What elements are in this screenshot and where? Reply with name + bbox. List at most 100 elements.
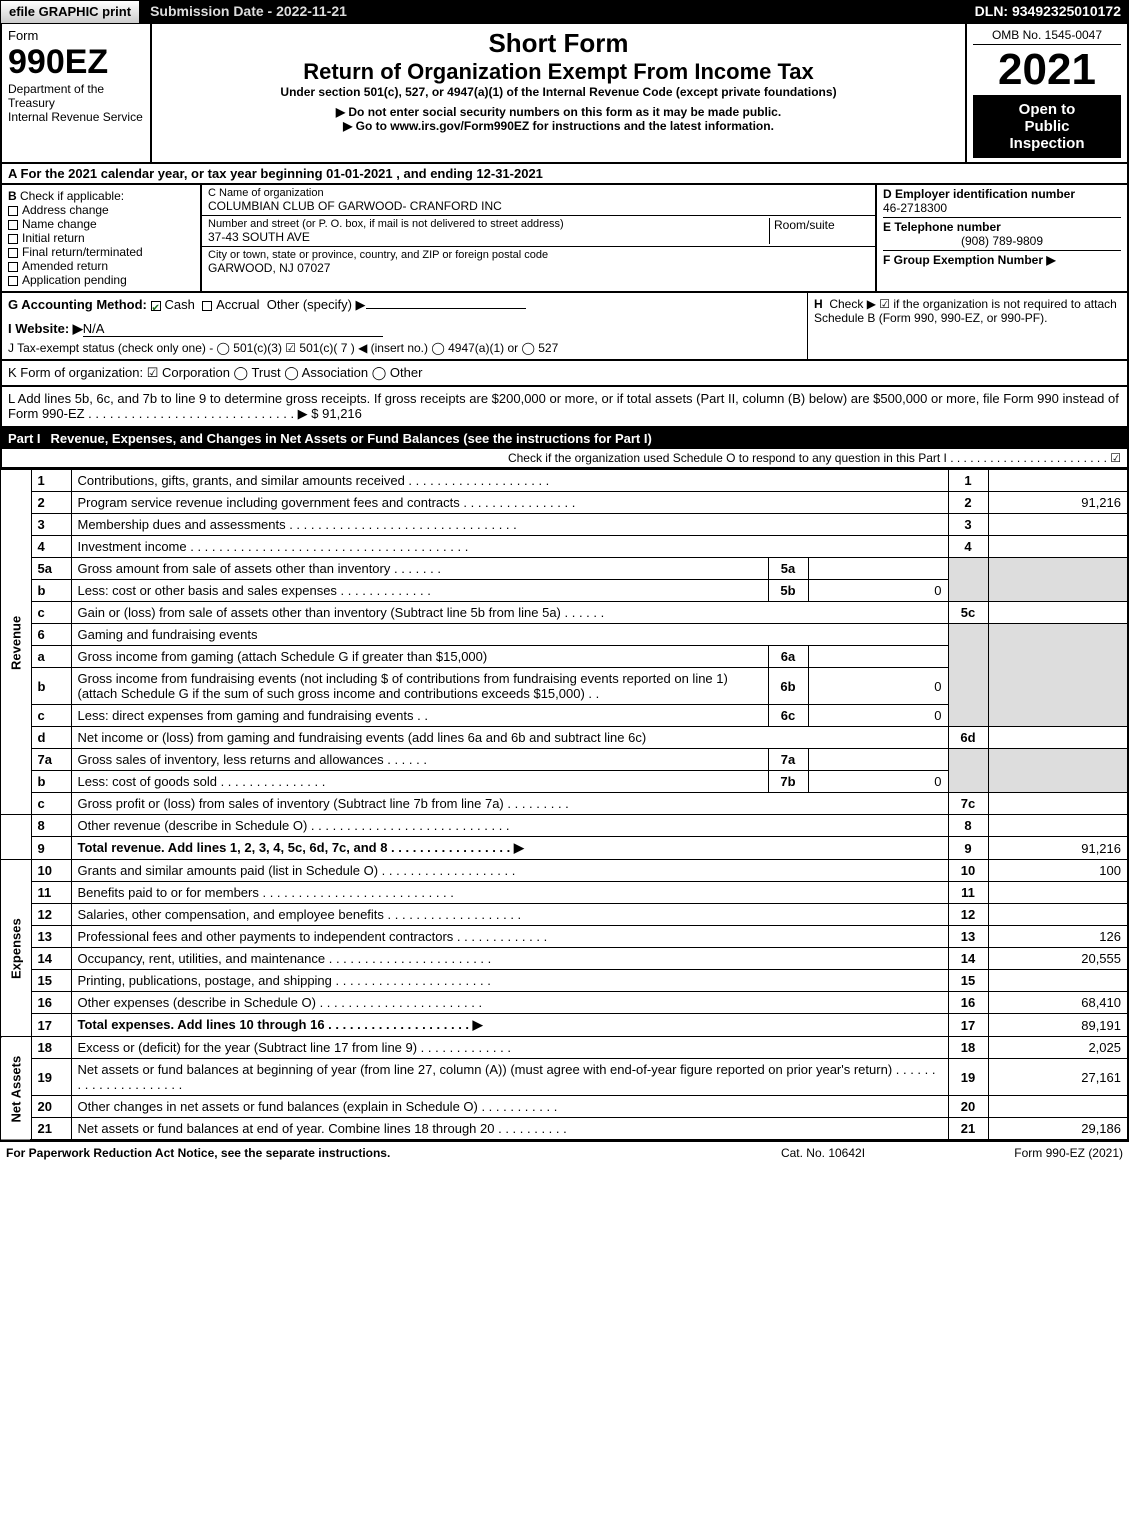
l6b-sub: 6b — [768, 668, 808, 705]
b-item-2: Initial return — [22, 231, 85, 245]
l17-desc: Total expenses. Add lines 10 through 16 … — [71, 1014, 948, 1037]
l6-num: 6 — [31, 624, 71, 646]
l5b-subv: 0 — [808, 580, 948, 602]
chk-amended-return[interactable] — [8, 262, 18, 272]
l19-num: 19 — [31, 1059, 71, 1096]
l2-amt: 91,216 — [988, 492, 1128, 514]
c-name-label: C Name of organization — [208, 187, 869, 199]
b-check-label: Check if applicable: — [20, 189, 124, 203]
l19-ref: 19 — [948, 1059, 988, 1096]
l1-amt — [988, 470, 1128, 492]
section-netassets: Net Assets — [1, 1037, 31, 1141]
open-to-public-box: Open to Public Inspection — [973, 95, 1121, 158]
l7a-num: 7a — [31, 749, 71, 771]
l9-ref: 9 — [948, 837, 988, 860]
page-footer: For Paperwork Reduction Act Notice, see … — [0, 1141, 1129, 1164]
note-ssn: ▶ Do not enter social security numbers o… — [158, 105, 959, 119]
open-line3: Inspection — [979, 135, 1115, 152]
l17-num: 17 — [31, 1014, 71, 1037]
l1-desc: Contributions, gifts, grants, and simila… — [71, 470, 948, 492]
l6d-num: d — [31, 727, 71, 749]
l5a-num: 5a — [31, 558, 71, 580]
footer-mid: Cat. No. 10642I — [723, 1146, 923, 1160]
l20-desc: Other changes in net assets or fund bala… — [71, 1096, 948, 1118]
footer-left: For Paperwork Reduction Act Notice, see … — [6, 1146, 723, 1160]
form-label: Form — [8, 28, 144, 43]
l7c-desc: Gross profit or (loss) from sales of inv… — [71, 793, 948, 815]
l5c-desc: Gain or (loss) from sale of assets other… — [71, 602, 948, 624]
l6c-desc: Less: direct expenses from gaming and fu… — [71, 705, 768, 727]
efile-print-button[interactable]: efile GRAPHIC print — [0, 0, 140, 24]
l13-amt: 126 — [988, 926, 1128, 948]
l12-ref: 12 — [948, 904, 988, 926]
l6a-num: a — [31, 646, 71, 668]
chk-accrual[interactable] — [202, 301, 212, 311]
l11-num: 11 — [31, 882, 71, 904]
l3-amt — [988, 514, 1128, 536]
l21-desc: Net assets or fund balances at end of ye… — [71, 1118, 948, 1141]
l5c-num: c — [31, 602, 71, 624]
l7b-desc: Less: cost of goods sold . . . . . . . .… — [71, 771, 768, 793]
chk-final-return[interactable] — [8, 248, 18, 258]
l18-num: 18 — [31, 1037, 71, 1059]
l4-ref: 4 — [948, 536, 988, 558]
l12-amt — [988, 904, 1128, 926]
l10-amt: 100 — [988, 860, 1128, 882]
i-value: N/A — [83, 321, 383, 337]
l8-amt — [988, 815, 1128, 837]
form-number: 990EZ — [8, 43, 144, 82]
row-g-h: G Accounting Method: Cash Accrual Other … — [0, 293, 1129, 361]
c-street: 37-43 SOUTH AVE — [208, 230, 769, 244]
part1-title: Revenue, Expenses, and Changes in Net As… — [51, 431, 652, 446]
l9-desc: Total revenue. Add lines 1, 2, 3, 4, 5c,… — [71, 837, 948, 860]
row-a-tax-year: A For the 2021 calendar year, or tax yea… — [0, 164, 1129, 185]
chk-initial-return[interactable] — [8, 234, 18, 244]
l14-num: 14 — [31, 948, 71, 970]
l6c-subv: 0 — [808, 705, 948, 727]
chk-address-change[interactable] — [8, 206, 18, 216]
l17-amt: 89,191 — [988, 1014, 1128, 1037]
l5a-desc: Gross amount from sale of assets other t… — [71, 558, 768, 580]
l7a-sub: 7a — [768, 749, 808, 771]
omb-number: OMB No. 1545-0047 — [973, 28, 1121, 45]
b-item-5: Application pending — [22, 273, 127, 287]
section-revenue: Revenue — [1, 470, 31, 815]
l16-amt: 68,410 — [988, 992, 1128, 1014]
short-form-title: Short Form — [158, 28, 959, 59]
chk-application-pending[interactable] — [8, 276, 18, 286]
l16-desc: Other expenses (describe in Schedule O) … — [71, 992, 948, 1014]
l6a-desc: Gross income from gaming (attach Schedul… — [71, 646, 768, 668]
l6d-amt — [988, 727, 1128, 749]
note-link[interactable]: ▶ Go to www.irs.gov/Form990EZ for instru… — [158, 119, 959, 133]
l12-desc: Salaries, other compensation, and employ… — [71, 904, 948, 926]
l19-desc: Net assets or fund balances at beginning… — [71, 1059, 948, 1096]
c-street-label: Number and street (or P. O. box, if mail… — [208, 218, 769, 230]
l9-amt: 91,216 — [988, 837, 1128, 860]
l10-ref: 10 — [948, 860, 988, 882]
l10-desc: Grants and similar amounts paid (list in… — [71, 860, 948, 882]
chk-name-change[interactable] — [8, 220, 18, 230]
l18-amt: 2,025 — [988, 1037, 1128, 1059]
b-item-3: Final return/terminated — [22, 245, 143, 259]
l15-amt — [988, 970, 1128, 992]
chk-cash[interactable] — [151, 301, 161, 311]
l3-num: 3 — [31, 514, 71, 536]
l14-desc: Occupancy, rent, utilities, and maintena… — [71, 948, 948, 970]
row-l: L Add lines 5b, 6c, and 7b to line 9 to … — [0, 387, 1129, 428]
row-k: K Form of organization: ☑ Corporation ◯ … — [0, 361, 1129, 387]
l7c-num: c — [31, 793, 71, 815]
d-ein-label: D Employer identification number — [883, 187, 1075, 201]
l7b-num: b — [31, 771, 71, 793]
l18-ref: 18 — [948, 1037, 988, 1059]
l6a-sub: 6a — [768, 646, 808, 668]
l11-amt — [988, 882, 1128, 904]
l5b-sub: 5b — [768, 580, 808, 602]
g-cash: Cash — [165, 297, 195, 312]
g-other: Other (specify) ▶ — [267, 297, 366, 312]
l21-amt: 29,186 — [988, 1118, 1128, 1141]
l21-ref: 21 — [948, 1118, 988, 1141]
b-item-1: Name change — [22, 217, 97, 231]
open-line2: Public — [979, 118, 1115, 135]
l13-ref: 13 — [948, 926, 988, 948]
l9-num: 9 — [31, 837, 71, 860]
